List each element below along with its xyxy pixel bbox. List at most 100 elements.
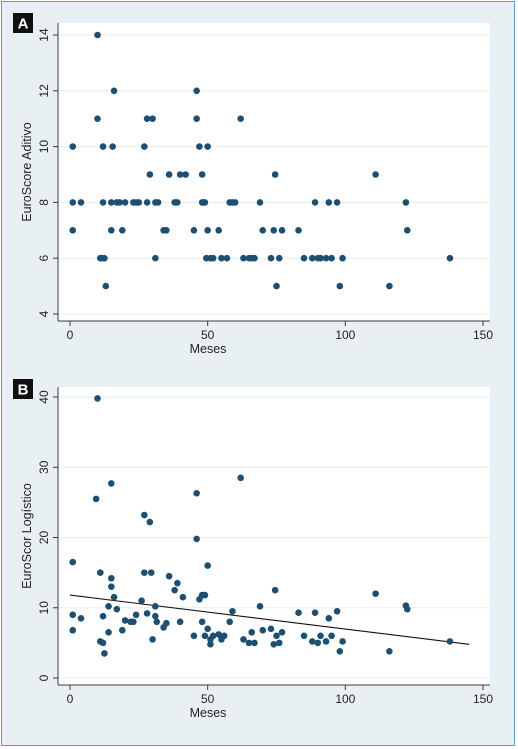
y-tick-label: 10 — [37, 601, 51, 615]
y-tick-label: 40 — [37, 390, 51, 404]
x-tick-label: 100 — [335, 692, 355, 706]
x-tick-label: 0 — [67, 328, 74, 342]
data-point — [99, 612, 107, 620]
data-point — [153, 618, 161, 626]
data-point — [141, 511, 148, 519]
data-point — [141, 143, 148, 150]
data-point — [403, 605, 411, 613]
data-point — [231, 199, 239, 206]
data-point — [240, 636, 247, 643]
trend-line — [69, 594, 470, 645]
data-point — [275, 254, 283, 262]
data-point — [311, 609, 319, 616]
data-point — [193, 87, 200, 95]
data-point — [163, 227, 170, 234]
data-point — [372, 171, 379, 178]
data-point — [146, 518, 154, 526]
data-point — [300, 632, 308, 640]
data-point — [119, 626, 126, 634]
data-point — [154, 199, 162, 206]
data-point — [270, 227, 278, 234]
data-point — [69, 143, 77, 150]
data-point — [317, 254, 324, 262]
data-point — [96, 569, 104, 576]
data-point — [333, 199, 341, 206]
data-point — [336, 282, 344, 290]
panel-b: 0 10 20 30 40 0 50 100 150 Meses EuroScor Logístic… — [9, 375, 506, 739]
panel-badge-label: A — [18, 16, 29, 33]
data-point — [99, 639, 107, 647]
data-point — [174, 199, 181, 206]
data-point — [295, 227, 302, 234]
data-point — [108, 583, 115, 590]
data-point — [149, 636, 156, 643]
y-tick-label: 6 — [37, 255, 51, 262]
data-point — [446, 638, 454, 645]
data-point — [130, 618, 137, 626]
x-tick-label: 150 — [473, 692, 493, 706]
data-point — [386, 282, 393, 290]
plot-area — [58, 387, 490, 685]
data-point — [92, 495, 100, 503]
data-point — [322, 254, 330, 262]
data-point — [237, 115, 245, 122]
y-tick-label: 8 — [37, 199, 51, 206]
data-point — [251, 639, 258, 647]
data-point — [108, 574, 115, 582]
data-point — [113, 605, 121, 613]
data-point — [116, 199, 123, 206]
data-point — [108, 199, 115, 206]
data-point — [182, 171, 189, 178]
data-point — [339, 254, 346, 262]
data-point — [174, 579, 181, 587]
data-point — [336, 648, 344, 655]
data-point — [108, 480, 115, 487]
data-point — [69, 558, 77, 566]
data-point — [209, 632, 217, 640]
data-point — [229, 607, 236, 615]
data-point — [245, 639, 253, 647]
data-point — [171, 586, 178, 594]
data-point — [141, 569, 148, 576]
data-point — [102, 282, 110, 290]
data-point — [99, 143, 107, 150]
data-point — [149, 115, 156, 122]
data-point — [101, 650, 108, 657]
data-point — [204, 143, 211, 150]
y-tick-label: 30 — [37, 460, 51, 474]
data-point — [314, 639, 322, 647]
data-point — [220, 632, 228, 640]
data-point — [386, 648, 393, 655]
data-point — [201, 632, 209, 640]
data-point — [218, 254, 225, 262]
data-point — [209, 254, 217, 262]
data-point — [105, 603, 112, 610]
data-point — [201, 199, 209, 206]
data-point — [308, 254, 316, 262]
data-point — [193, 489, 200, 497]
data-point — [152, 254, 159, 262]
data-point — [240, 254, 247, 262]
data-point — [99, 199, 107, 206]
data-point — [446, 254, 454, 262]
data-point — [201, 591, 209, 599]
data-point — [403, 227, 411, 234]
data-point — [215, 631, 222, 638]
y-axis-title: EuroScore Aditivo — [20, 122, 34, 221]
panel-badge-label: B — [18, 382, 29, 399]
data-point — [143, 115, 151, 122]
data-point — [273, 282, 280, 290]
y-tick-label: 20 — [37, 531, 51, 545]
data-point — [275, 639, 283, 647]
data-point — [198, 618, 206, 626]
data-point — [207, 640, 214, 648]
x-tick-label: 0 — [67, 692, 74, 706]
data-point — [317, 632, 324, 640]
y-axis-title: EuroScor Logístico — [20, 483, 34, 589]
y-tick-label: 10 — [37, 140, 51, 154]
data-point — [271, 586, 279, 594]
data-point — [402, 199, 410, 206]
data-point — [101, 254, 108, 262]
data-point — [259, 227, 267, 234]
data-point — [248, 629, 256, 636]
